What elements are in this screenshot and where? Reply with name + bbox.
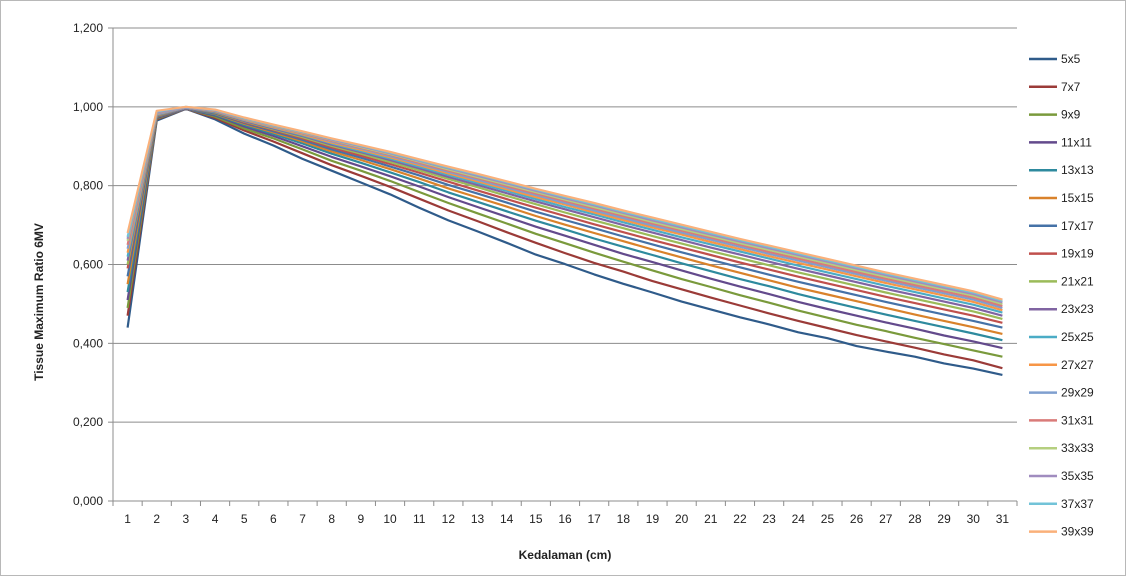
x-tick-label: 16 — [558, 512, 572, 526]
x-tick-label: 17 — [587, 512, 601, 526]
x-tick-label: 24 — [792, 512, 806, 526]
legend-label: 17x17 — [1061, 219, 1094, 233]
legend-label: 13x13 — [1061, 163, 1094, 177]
legend-label: 19x19 — [1061, 247, 1094, 261]
x-axis: 1 2 3 4 5 6 7 8 9 10 11 12 13 14 15 16 17 18 19 20 21 22 23 24 2… — [112, 500, 1018, 526]
series-line-39x39 — [126, 105, 1003, 301]
x-tick-label: 22 — [733, 512, 747, 526]
legend: 5x5 7x7 9x9 11x11 13x13 15x15 17x17 19x19 21x21 2… — [1029, 52, 1094, 539]
series-line-9x9 — [126, 107, 1003, 358]
legend-label: 25x25 — [1061, 330, 1094, 344]
legend-label: 15x15 — [1061, 191, 1094, 205]
legend-label: 7x7 — [1061, 80, 1081, 94]
series-line-15x15 — [126, 107, 1003, 335]
x-tick-label: 6 — [270, 512, 277, 526]
x-tick-label: 7 — [299, 512, 306, 526]
x-tick-label: 9 — [358, 512, 365, 526]
x-tick-label: 19 — [646, 512, 660, 526]
x-tick-label: 12 — [442, 512, 456, 526]
x-tick-label: 10 — [383, 512, 397, 526]
x-tick-label: 29 — [937, 512, 951, 526]
series-line-5x5 — [126, 107, 1003, 376]
series-lines — [126, 105, 1003, 376]
x-tick-label: 13 — [471, 512, 485, 526]
x-tick-label: 21 — [704, 512, 718, 526]
x-tick-label: 15 — [529, 512, 543, 526]
x-tick-label: 28 — [908, 512, 922, 526]
x-axis-label: Kedalaman (cm) — [519, 548, 612, 562]
y-tick-label: 0,000 — [73, 494, 103, 508]
legend-label: 11x11 — [1061, 135, 1092, 149]
x-tick-label: 11 — [413, 512, 426, 526]
legend-label: 23x23 — [1061, 302, 1094, 316]
series-line-13x13 — [126, 107, 1003, 342]
x-tick-label: 26 — [850, 512, 864, 526]
legend-label: 9x9 — [1061, 108, 1081, 122]
legend-label: 33x33 — [1061, 441, 1094, 455]
x-tick-label: 1 — [124, 512, 131, 526]
y-tick-label: 0,800 — [73, 179, 103, 193]
x-tick-label: 5 — [241, 512, 248, 526]
x-tick-label: 8 — [328, 512, 335, 526]
series-line-7x7 — [126, 107, 1003, 370]
legend-label: 37x37 — [1061, 497, 1094, 511]
legend-label: 5x5 — [1061, 52, 1081, 66]
y-axis: 0,000 0,200 0,400 0,600 0,800 1,000 1,200 — [73, 21, 114, 508]
y-tick-label: 0,400 — [73, 336, 103, 350]
x-tick-label: 30 — [967, 512, 981, 526]
x-tick-label: 25 — [821, 512, 835, 526]
legend-label: 21x21 — [1061, 274, 1094, 288]
x-tick-label: 14 — [500, 512, 514, 526]
y-tick-label: 0,200 — [73, 415, 103, 429]
legend-label: 31x31 — [1061, 413, 1094, 427]
x-tick-label: 3 — [183, 512, 190, 526]
x-tick-label: 23 — [762, 512, 776, 526]
y-tick-label: 0,600 — [73, 258, 103, 272]
legend-label: 35x35 — [1061, 469, 1094, 483]
x-tick-label: 27 — [879, 512, 893, 526]
x-tick-label: 18 — [617, 512, 631, 526]
legend-label: 29x29 — [1061, 386, 1094, 400]
y-tick-label: 1,000 — [73, 100, 103, 114]
x-tick-label: 4 — [212, 512, 219, 526]
y-tick-label: 1,200 — [73, 21, 103, 35]
legend-label: 39x39 — [1061, 525, 1094, 539]
legend-label: 27x27 — [1061, 358, 1094, 372]
x-tick-label: 2 — [153, 512, 160, 526]
x-tick-label: 20 — [675, 512, 689, 526]
x-tick-label: 31 — [996, 512, 1010, 526]
series-line-17x17 — [126, 107, 1003, 329]
y-axis-label: Tissue Maximum Ratio 6MV — [32, 223, 46, 381]
series-line-11x11 — [126, 107, 1003, 350]
